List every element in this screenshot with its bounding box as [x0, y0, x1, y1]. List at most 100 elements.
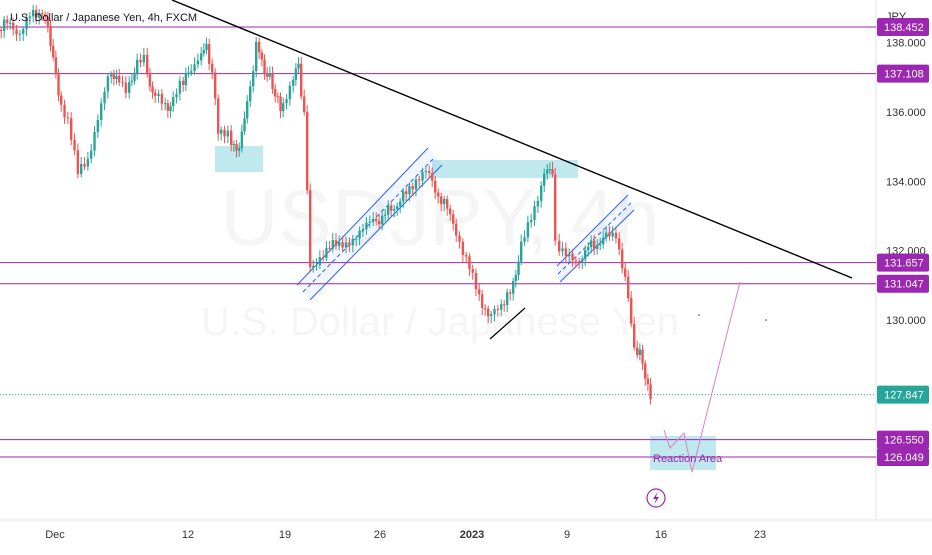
candle-body — [274, 89, 277, 97]
candle-body — [584, 249, 587, 260]
candle-body — [292, 79, 295, 86]
candle-body — [41, 13, 44, 15]
candle-body — [96, 120, 100, 132]
candle-body — [478, 289, 481, 295]
candle-body — [164, 103, 167, 105]
candle-body — [166, 103, 170, 111]
candle-body — [452, 214, 455, 224]
candle-body — [368, 221, 371, 223]
candle-body — [142, 54, 146, 63]
price-tag-label: 126.049 — [884, 452, 924, 464]
candle-body — [437, 192, 440, 197]
candle-body — [205, 44, 208, 50]
candle-body — [554, 174, 557, 241]
candle-body — [112, 74, 116, 80]
candle-body — [226, 130, 230, 137]
candle-body — [211, 63, 214, 73]
candle-body — [536, 200, 540, 207]
candle-body — [136, 59, 139, 75]
candle-body — [509, 292, 512, 294]
candle-body — [18, 33, 22, 35]
candle-body — [268, 73, 272, 77]
candle-body — [217, 98, 220, 134]
candle-body — [608, 232, 611, 237]
candle-body — [196, 60, 200, 65]
candle-body — [44, 14, 47, 17]
candle-body — [285, 99, 288, 104]
last-price-label: 127.847 — [884, 390, 924, 402]
channel-dec-lower — [309, 164, 443, 301]
candle-body — [276, 96, 280, 98]
candle-body — [646, 378, 650, 385]
candle-body — [202, 49, 206, 54]
candle-body — [614, 232, 618, 239]
marker-dot — [765, 319, 767, 321]
candle-body — [110, 74, 113, 77]
candle-body — [418, 179, 421, 181]
candle-body — [481, 294, 484, 309]
candle-body — [627, 276, 630, 298]
price-tag-label: 138.452 — [884, 22, 924, 34]
candle-body — [630, 297, 633, 324]
candle-body — [28, 16, 32, 19]
candle-body — [208, 44, 211, 64]
price-tag-label: 131.657 — [884, 258, 924, 270]
candle-body — [133, 74, 136, 81]
candle-body — [309, 190, 312, 268]
time-tick-label: 16 — [655, 529, 667, 541]
candle-body — [86, 158, 90, 167]
candle-body — [455, 223, 458, 236]
candle-body — [303, 96, 306, 113]
candle-body — [235, 144, 238, 151]
candle-body — [540, 185, 543, 201]
trendline-descending[interactable] — [171, 0, 853, 279]
candle-body — [9, 22, 12, 24]
time-tick-label: 26 — [374, 529, 386, 541]
marker-dot — [698, 314, 700, 316]
candle-body — [443, 199, 446, 205]
candle-body — [471, 268, 474, 273]
candle-body — [57, 74, 60, 96]
price-tag — [877, 253, 929, 272]
candle-body — [533, 206, 536, 220]
candle-body — [375, 218, 378, 221]
time-tick-label: Dec — [45, 529, 65, 541]
projection-path[interactable] — [663, 281, 741, 473]
candle-body — [249, 86, 252, 102]
support-line-double-bottom[interactable] — [489, 307, 526, 340]
candle-body — [561, 248, 564, 252]
price-tag — [877, 448, 929, 467]
price-tag — [877, 64, 929, 83]
candle-body — [461, 241, 465, 255]
price-tag-label: 126.550 — [884, 435, 924, 447]
candle-body — [402, 191, 405, 202]
candle-body — [605, 232, 608, 238]
price-tag — [877, 430, 929, 449]
candle-body — [530, 219, 533, 223]
candle-body — [260, 52, 264, 60]
candle-body — [558, 240, 561, 252]
candle-body — [390, 205, 393, 211]
candle-body — [331, 240, 334, 249]
candle-body — [378, 220, 381, 225]
candle-body — [621, 249, 624, 269]
candle-body — [633, 323, 636, 348]
lightning-icon[interactable] — [646, 488, 666, 508]
candle-body — [315, 265, 318, 267]
candle-body — [187, 72, 190, 74]
candle-body — [496, 309, 500, 311]
candle-body — [411, 186, 414, 190]
price-tag — [877, 17, 929, 36]
candle-body — [644, 363, 647, 379]
candle-body — [246, 101, 249, 119]
candle-body — [517, 261, 520, 276]
candle-body — [602, 237, 605, 245]
candle-body — [611, 232, 614, 237]
candle-body — [487, 308, 490, 317]
candle-body — [638, 349, 642, 355]
zone-top-resistance — [432, 160, 578, 178]
candle-body — [76, 150, 80, 174]
candle-body — [175, 93, 178, 98]
